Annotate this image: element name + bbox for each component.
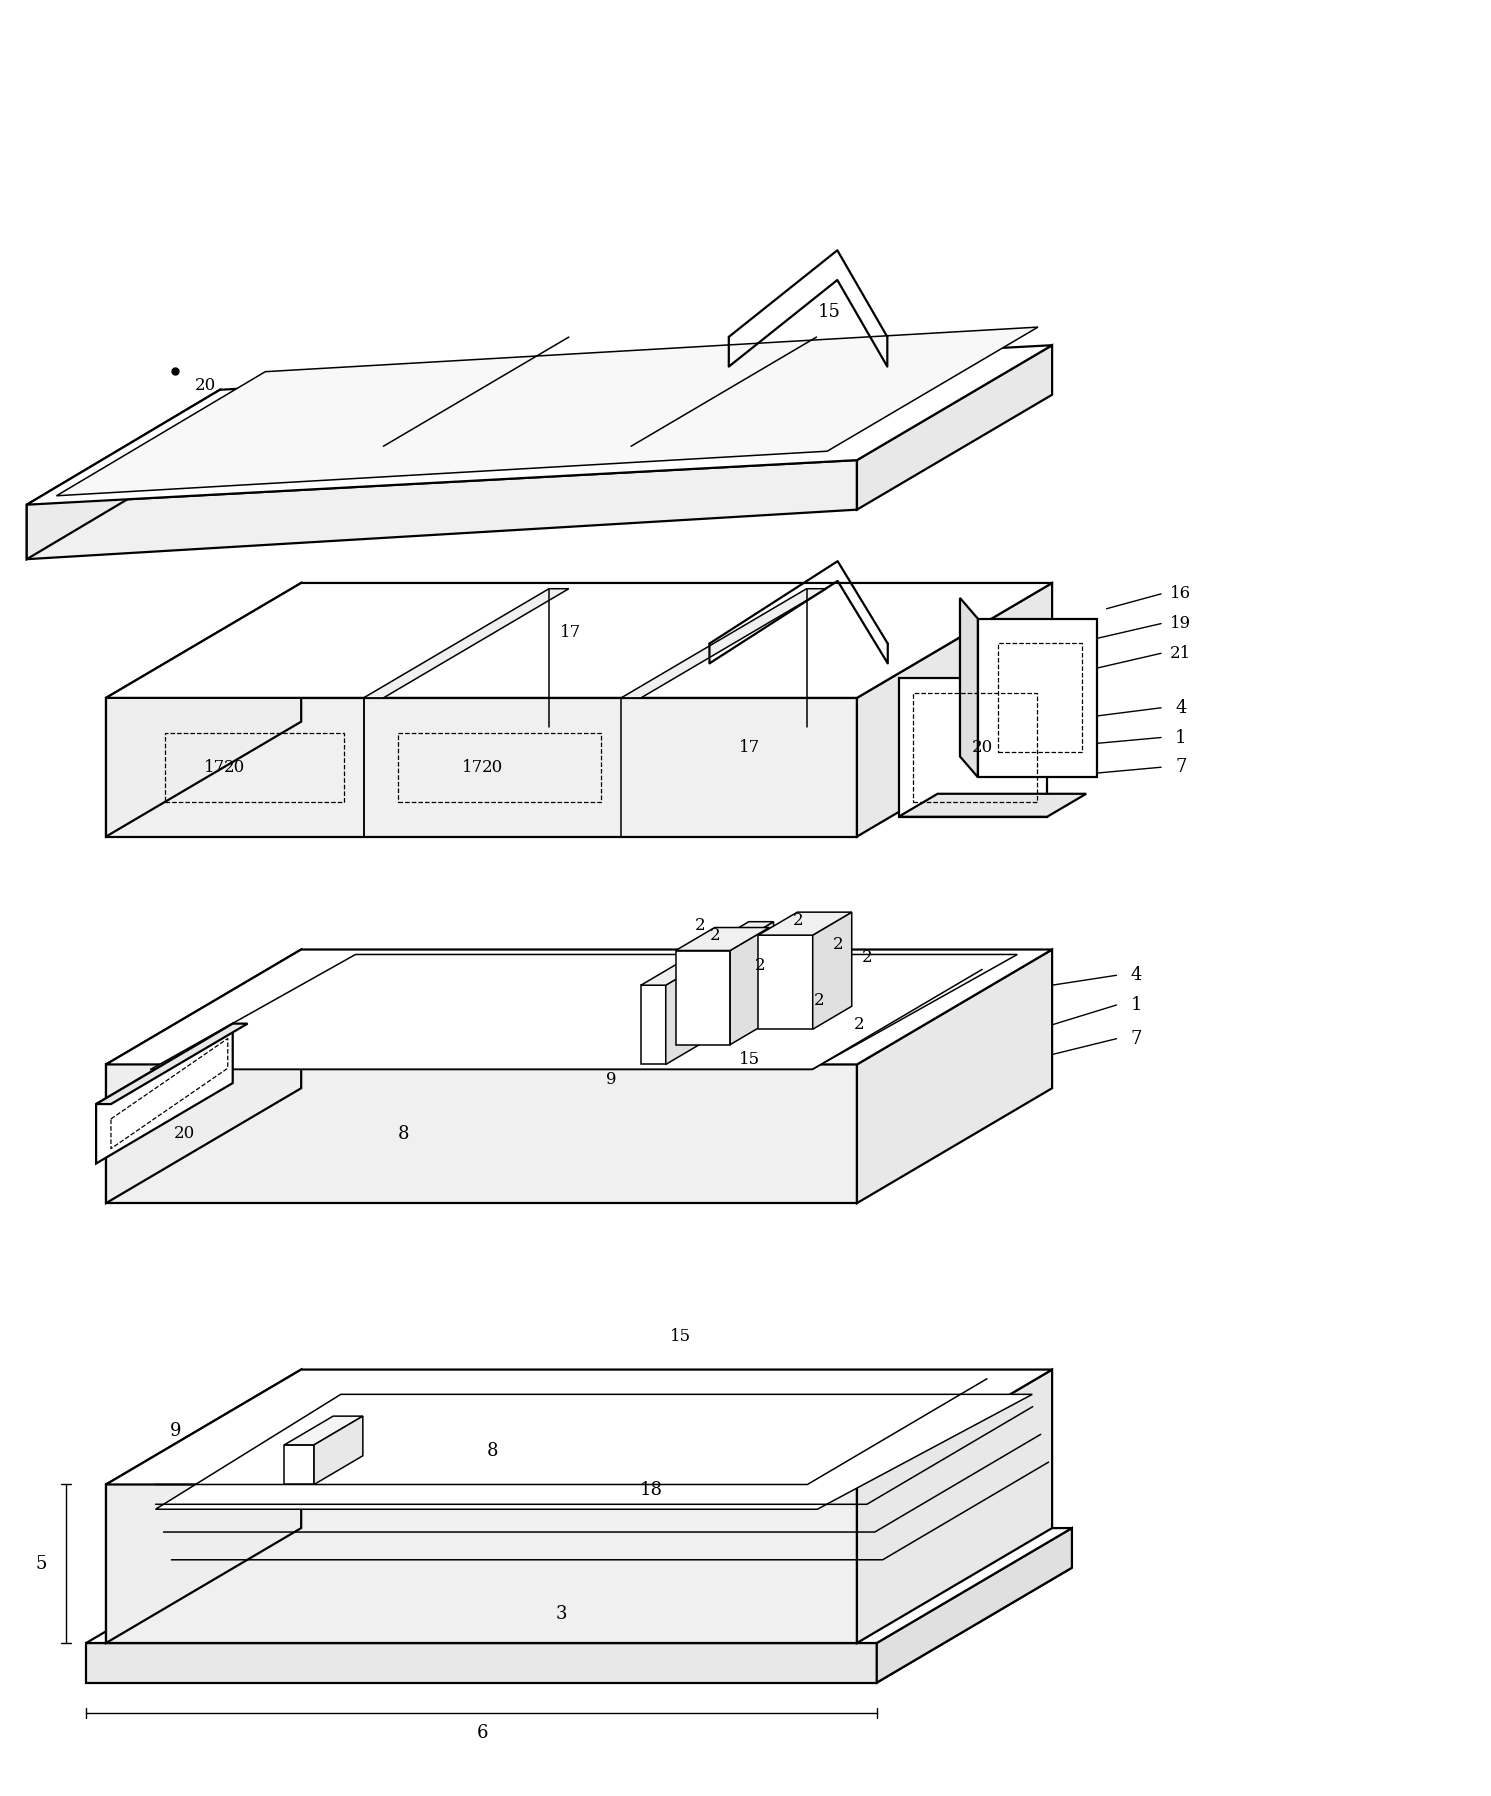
Text: 6: 6 <box>477 1724 488 1742</box>
Text: 5: 5 <box>36 1555 48 1573</box>
Text: 2: 2 <box>833 936 844 954</box>
Text: 21: 21 <box>1170 645 1191 661</box>
Polygon shape <box>857 950 1053 1203</box>
Text: 9: 9 <box>170 1422 180 1440</box>
Polygon shape <box>106 1485 857 1643</box>
Text: 1: 1 <box>1175 729 1187 747</box>
Text: 7: 7 <box>1130 1029 1142 1047</box>
Text: 17: 17 <box>462 758 483 776</box>
Polygon shape <box>155 1394 1032 1509</box>
Text: 8: 8 <box>486 1442 498 1460</box>
Text: 3: 3 <box>556 1606 568 1624</box>
Text: 2: 2 <box>695 918 705 934</box>
Text: 4: 4 <box>1175 699 1187 717</box>
Polygon shape <box>978 618 1097 778</box>
Text: 2: 2 <box>862 948 872 966</box>
Polygon shape <box>106 584 301 837</box>
Text: 15: 15 <box>740 1051 760 1069</box>
Text: 8: 8 <box>398 1124 409 1142</box>
Polygon shape <box>106 1065 857 1203</box>
Polygon shape <box>95 1024 248 1105</box>
Text: 20: 20 <box>173 1126 195 1142</box>
Polygon shape <box>106 1370 301 1643</box>
Text: 2: 2 <box>793 912 804 929</box>
Polygon shape <box>641 986 666 1065</box>
Text: 18: 18 <box>640 1482 662 1500</box>
Polygon shape <box>731 927 769 1045</box>
Polygon shape <box>86 1643 877 1683</box>
Polygon shape <box>285 1415 362 1444</box>
Polygon shape <box>95 1024 233 1164</box>
Text: 1: 1 <box>1130 997 1142 1015</box>
Text: 2: 2 <box>754 957 765 973</box>
Text: 17: 17 <box>559 623 581 641</box>
Text: 20: 20 <box>972 738 993 756</box>
Text: 4: 4 <box>1130 966 1142 984</box>
Text: 15: 15 <box>669 1329 692 1345</box>
Polygon shape <box>86 1568 1072 1683</box>
Polygon shape <box>285 1444 315 1485</box>
Polygon shape <box>877 1528 1072 1683</box>
Polygon shape <box>315 1415 362 1485</box>
Polygon shape <box>857 584 1053 837</box>
Polygon shape <box>106 699 857 837</box>
Text: 9: 9 <box>605 1070 616 1088</box>
Text: 2: 2 <box>710 927 720 945</box>
Polygon shape <box>27 345 1053 505</box>
Text: 20: 20 <box>224 758 246 776</box>
Polygon shape <box>675 927 769 950</box>
Text: 7: 7 <box>1175 758 1187 776</box>
Text: 20: 20 <box>482 758 502 776</box>
Polygon shape <box>106 584 1053 699</box>
Polygon shape <box>899 679 1047 817</box>
Polygon shape <box>27 390 221 559</box>
Polygon shape <box>857 1370 1053 1643</box>
Text: 17: 17 <box>740 738 760 756</box>
Polygon shape <box>641 921 774 986</box>
Polygon shape <box>106 950 301 1203</box>
Polygon shape <box>759 936 813 1029</box>
Polygon shape <box>27 460 857 559</box>
Polygon shape <box>86 1528 1072 1643</box>
Polygon shape <box>675 950 731 1045</box>
Polygon shape <box>106 950 1053 1065</box>
Text: 15: 15 <box>817 302 841 320</box>
Polygon shape <box>899 794 1087 817</box>
Polygon shape <box>857 345 1053 510</box>
Polygon shape <box>364 589 568 699</box>
Text: 19: 19 <box>1170 614 1191 632</box>
Polygon shape <box>960 598 978 778</box>
Polygon shape <box>151 954 1017 1069</box>
Polygon shape <box>622 589 826 699</box>
Polygon shape <box>813 912 851 1029</box>
Text: 2: 2 <box>814 991 825 1009</box>
Text: 2: 2 <box>854 1017 865 1033</box>
Text: 20: 20 <box>194 377 216 395</box>
Polygon shape <box>106 1370 1053 1485</box>
Polygon shape <box>57 327 1038 496</box>
Text: 17: 17 <box>204 758 225 776</box>
Polygon shape <box>759 912 851 936</box>
Text: 16: 16 <box>1170 585 1191 602</box>
Polygon shape <box>666 921 774 1065</box>
